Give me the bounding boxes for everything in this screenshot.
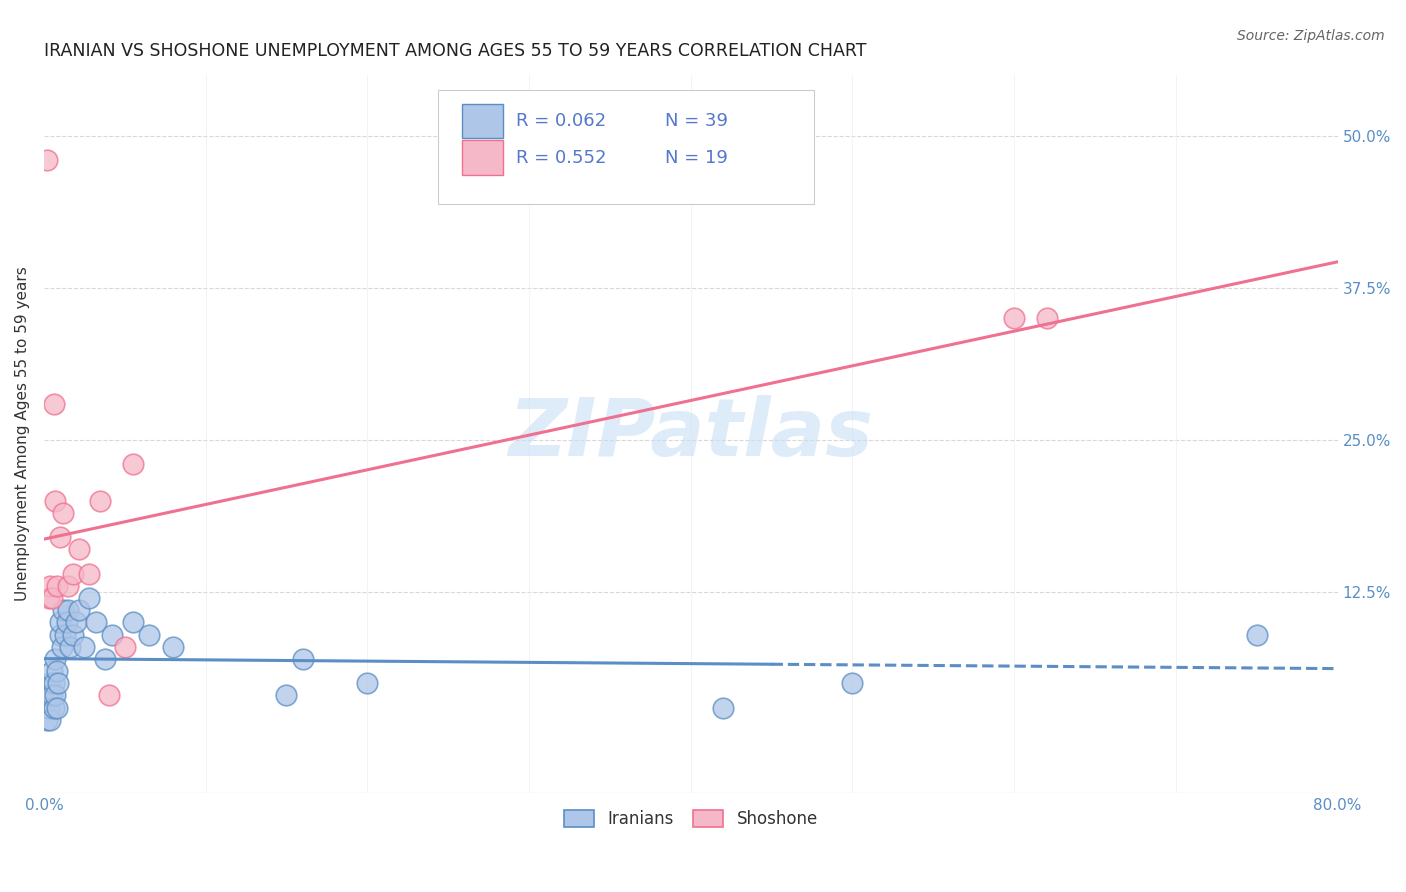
Point bbox=[62, 566, 84, 581]
Point bbox=[53, 627, 76, 641]
Point bbox=[48, 676, 70, 690]
Text: R = 0.552: R = 0.552 bbox=[516, 149, 606, 167]
Point bbox=[39, 579, 62, 593]
Point bbox=[42, 396, 65, 410]
Point bbox=[52, 506, 75, 520]
Point bbox=[42, 676, 65, 690]
Point bbox=[39, 676, 62, 690]
Point bbox=[44, 493, 66, 508]
FancyBboxPatch shape bbox=[461, 103, 503, 138]
Point bbox=[711, 700, 734, 714]
Y-axis label: Unemployment Among Ages 55 to 59 years: Unemployment Among Ages 55 to 59 years bbox=[15, 267, 30, 601]
FancyBboxPatch shape bbox=[439, 89, 814, 204]
Point bbox=[1035, 311, 1057, 326]
Point bbox=[44, 689, 66, 703]
Point bbox=[41, 591, 63, 606]
Point bbox=[276, 689, 298, 703]
Point bbox=[38, 591, 60, 606]
Point bbox=[69, 542, 91, 557]
Point bbox=[138, 627, 160, 641]
Text: IRANIAN VS SHOSHONE UNEMPLOYMENT AMONG AGES 55 TO 59 YEARS CORRELATION CHART: IRANIAN VS SHOSHONE UNEMPLOYMENT AMONG A… bbox=[44, 42, 866, 60]
Point bbox=[39, 713, 62, 727]
Point bbox=[121, 458, 143, 472]
Point bbox=[45, 700, 67, 714]
Point bbox=[65, 615, 87, 630]
Point bbox=[73, 640, 96, 654]
Point bbox=[69, 603, 91, 617]
Point bbox=[51, 640, 73, 654]
FancyBboxPatch shape bbox=[461, 141, 503, 175]
Point bbox=[52, 603, 75, 617]
Point bbox=[101, 627, 124, 641]
Text: ZIPatlas: ZIPatlas bbox=[508, 395, 873, 473]
Point bbox=[77, 591, 100, 606]
Text: N = 19: N = 19 bbox=[665, 149, 728, 167]
Point bbox=[94, 652, 117, 666]
Legend: Iranians, Shoshone: Iranians, Shoshone bbox=[557, 803, 824, 835]
Point bbox=[45, 579, 67, 593]
Point bbox=[97, 689, 120, 703]
Point bbox=[1246, 627, 1268, 641]
Point bbox=[56, 603, 79, 617]
Point bbox=[49, 615, 72, 630]
Point bbox=[37, 713, 59, 727]
Point bbox=[89, 493, 111, 508]
Point bbox=[55, 615, 77, 630]
Point bbox=[77, 566, 100, 581]
Point bbox=[42, 700, 65, 714]
Point bbox=[41, 664, 63, 678]
Text: N = 39: N = 39 bbox=[665, 112, 728, 130]
Point bbox=[44, 652, 66, 666]
Text: Source: ZipAtlas.com: Source: ZipAtlas.com bbox=[1237, 29, 1385, 43]
Point bbox=[56, 579, 79, 593]
Point bbox=[114, 640, 136, 654]
Point bbox=[49, 627, 72, 641]
Point bbox=[45, 664, 67, 678]
Point bbox=[1002, 311, 1025, 326]
Point bbox=[59, 640, 82, 654]
Point bbox=[37, 153, 59, 168]
Text: R = 0.062: R = 0.062 bbox=[516, 112, 606, 130]
Point bbox=[38, 700, 60, 714]
Point bbox=[162, 640, 184, 654]
Point bbox=[38, 689, 60, 703]
Point bbox=[121, 615, 143, 630]
Point bbox=[356, 676, 378, 690]
Point bbox=[84, 615, 107, 630]
Point bbox=[291, 652, 314, 666]
Point bbox=[62, 627, 84, 641]
Point bbox=[841, 676, 863, 690]
Point bbox=[41, 689, 63, 703]
Point bbox=[49, 530, 72, 544]
